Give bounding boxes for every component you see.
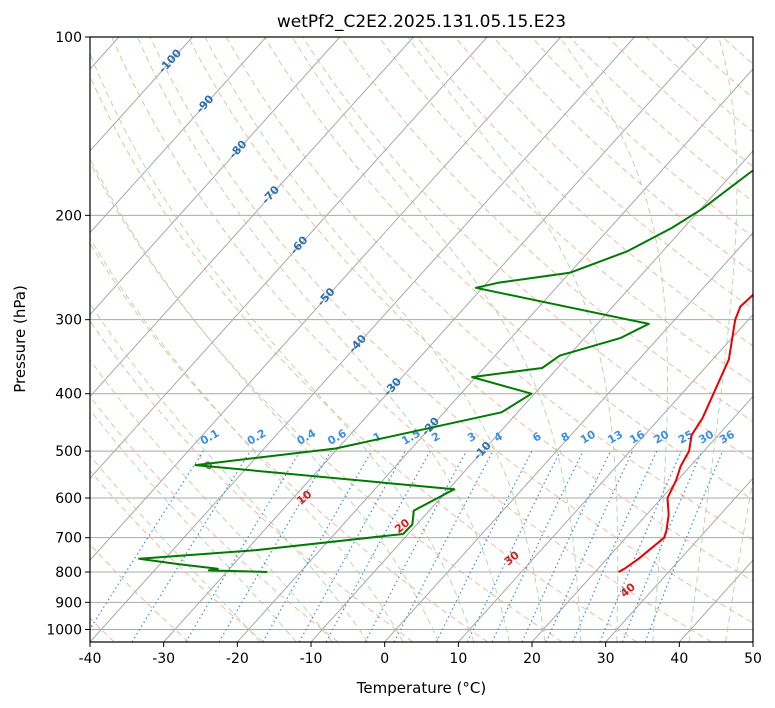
isotherm-line — [90, 37, 267, 234]
y-axis-title: Pressure (hPa) — [11, 285, 29, 393]
moist-adiabat-line — [90, 408, 297, 642]
mixing-ratio-line — [131, 450, 251, 642]
mixing-ratio-line — [218, 450, 332, 642]
y-tick-label: 200 — [55, 208, 82, 224]
mixing-ratio-line — [466, 450, 561, 642]
dry-adiabat-line — [454, 37, 753, 310]
moist-adiabat-line — [725, 477, 753, 642]
isotherm-line — [384, 231, 753, 642]
y-tick-label: 500 — [55, 444, 82, 460]
x-tick-label: 30 — [597, 651, 615, 667]
y-tick-label: 300 — [55, 313, 82, 329]
dry-adiabat-line — [90, 161, 563, 642]
y-tick-label: 900 — [55, 595, 82, 611]
dewpoint-profile-line — [138, 169, 753, 573]
isotherm-line — [90, 37, 193, 152]
dry-adiabat-line — [90, 242, 488, 642]
dry-adiabat-line — [90, 543, 190, 642]
temperature-profile-line — [618, 293, 753, 573]
y-tick-label: 600 — [55, 491, 82, 507]
mixing-ratio-line — [185, 450, 301, 642]
moist-adiabat-line — [90, 454, 261, 642]
dry-adiabat-line — [90, 395, 339, 642]
isotherm-line — [457, 313, 753, 642]
isotherm-line — [90, 37, 488, 480]
dry-adiabat-line — [149, 37, 753, 624]
moist-adiabat-line — [90, 358, 333, 642]
dry-adiabat-line — [90, 320, 414, 642]
profile-lines — [138, 169, 753, 573]
moist-adiabat-line — [90, 237, 404, 642]
y-tick-label: 700 — [55, 531, 82, 547]
x-tick-label: 40 — [670, 651, 688, 667]
x-tick-label: -40 — [79, 651, 102, 667]
mixing-ratio-line — [325, 450, 431, 642]
isotherm-line — [90, 37, 414, 398]
moist-adiabat-line — [90, 52, 475, 642]
y-tick-label: 100 — [55, 30, 82, 46]
isotherm-line — [531, 395, 753, 642]
x-tick-label: 50 — [744, 651, 762, 667]
isotherm-line — [605, 477, 753, 642]
x-axis-title: Temperature (°C) — [356, 679, 486, 697]
isotherm-line — [236, 68, 753, 642]
isotherm-line — [163, 37, 709, 642]
moist-adiabat-line — [204, 37, 546, 642]
dry-adiabat-line — [90, 469, 264, 642]
plot-frame — [89, 36, 754, 643]
x-axis-ticks: -40 -30 -20 -10 0 10 20 30 40 50 — [79, 642, 762, 667]
y-axis-ticks: 100 200 300 400 500 600 700 800 900 1000 — [46, 30, 90, 638]
moist-adiabat-line — [90, 157, 439, 642]
background-lines — [90, 37, 753, 642]
isotherm-line — [90, 37, 635, 642]
x-tick-label: -10 — [300, 651, 323, 667]
isotherm-line — [90, 37, 562, 561]
isotherm-line — [90, 37, 341, 316]
moist-adiabat-line — [559, 37, 668, 642]
y-tick-label: 1000 — [46, 622, 82, 638]
dry-adiabat-line — [111, 37, 712, 642]
isotherm-line — [310, 150, 753, 642]
x-tick-label: 0 — [380, 651, 389, 667]
moist-adiabat-line — [136, 37, 510, 642]
mixing-ratio-line — [491, 450, 584, 642]
x-tick-label: -20 — [226, 651, 249, 667]
mixing-ratio-line — [521, 450, 611, 642]
x-tick-label: 20 — [523, 651, 541, 667]
y-tick-label: 400 — [55, 387, 82, 403]
mixing-ratio-line — [90, 450, 204, 631]
dry-adiabat-line — [416, 37, 753, 347]
x-tick-label: 10 — [449, 651, 467, 667]
y-tick-label: 800 — [55, 565, 82, 581]
moist-adiabat-line — [90, 302, 369, 642]
x-tick-label: -30 — [152, 651, 175, 667]
chart-title: wetPf2_C2E2.2025.131.05.15.E23 — [277, 12, 566, 32]
moist-adiabat-line — [688, 37, 738, 642]
